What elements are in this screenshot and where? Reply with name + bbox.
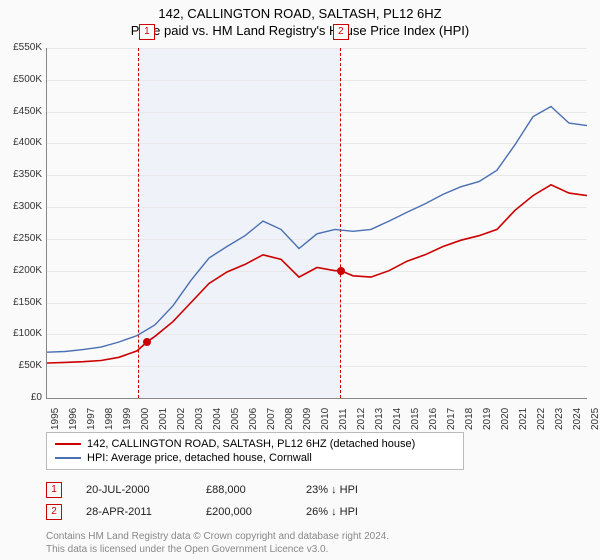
chart-subtitle: Price paid vs. HM Land Registry's House … <box>0 21 600 38</box>
chart-area: 12 £0£50K£100K£150K£200K£250K£300K£350K£… <box>46 48 586 398</box>
legend-label: 142, CALLINGTON ROAD, SALTASH, PL12 6HZ … <box>87 438 415 450</box>
plot-area: 12 <box>46 48 587 399</box>
legend-row: HPI: Average price, detached house, Corn… <box>55 451 455 465</box>
legend-row: 142, CALLINGTON ROAD, SALTASH, PL12 6HZ … <box>55 437 455 451</box>
legend-label: HPI: Average price, detached house, Corn… <box>87 452 312 464</box>
legend-swatch <box>55 443 81 445</box>
sale-price: £88,000 <box>206 484 306 496</box>
footer-line: Contains HM Land Registry data © Crown c… <box>46 530 389 543</box>
line-series <box>47 48 587 398</box>
legend-swatch <box>55 457 81 459</box>
footer-attribution: Contains HM Land Registry data © Crown c… <box>46 530 389 556</box>
sale-index-box: 1 <box>46 482 62 498</box>
sale-date: 28-APR-2011 <box>86 506 206 518</box>
sale-price: £200,000 <box>206 506 306 518</box>
footer-line: This data is licensed under the Open Gov… <box>46 543 389 556</box>
sale-entry: 1 20-JUL-2000 £88,000 23% ↓ HPI <box>46 482 566 498</box>
legend: 142, CALLINGTON ROAD, SALTASH, PL12 6HZ … <box>46 432 464 470</box>
chart-container: 142, CALLINGTON ROAD, SALTASH, PL12 6HZ … <box>0 0 600 560</box>
sale-entry: 2 28-APR-2011 £200,000 26% ↓ HPI <box>46 504 566 520</box>
sale-date: 20-JUL-2000 <box>86 484 206 496</box>
sale-index-box: 2 <box>46 504 62 520</box>
sale-diff: 26% ↓ HPI <box>306 506 426 518</box>
chart-title: 142, CALLINGTON ROAD, SALTASH, PL12 6HZ <box>0 0 600 21</box>
sale-diff: 23% ↓ HPI <box>306 484 426 496</box>
